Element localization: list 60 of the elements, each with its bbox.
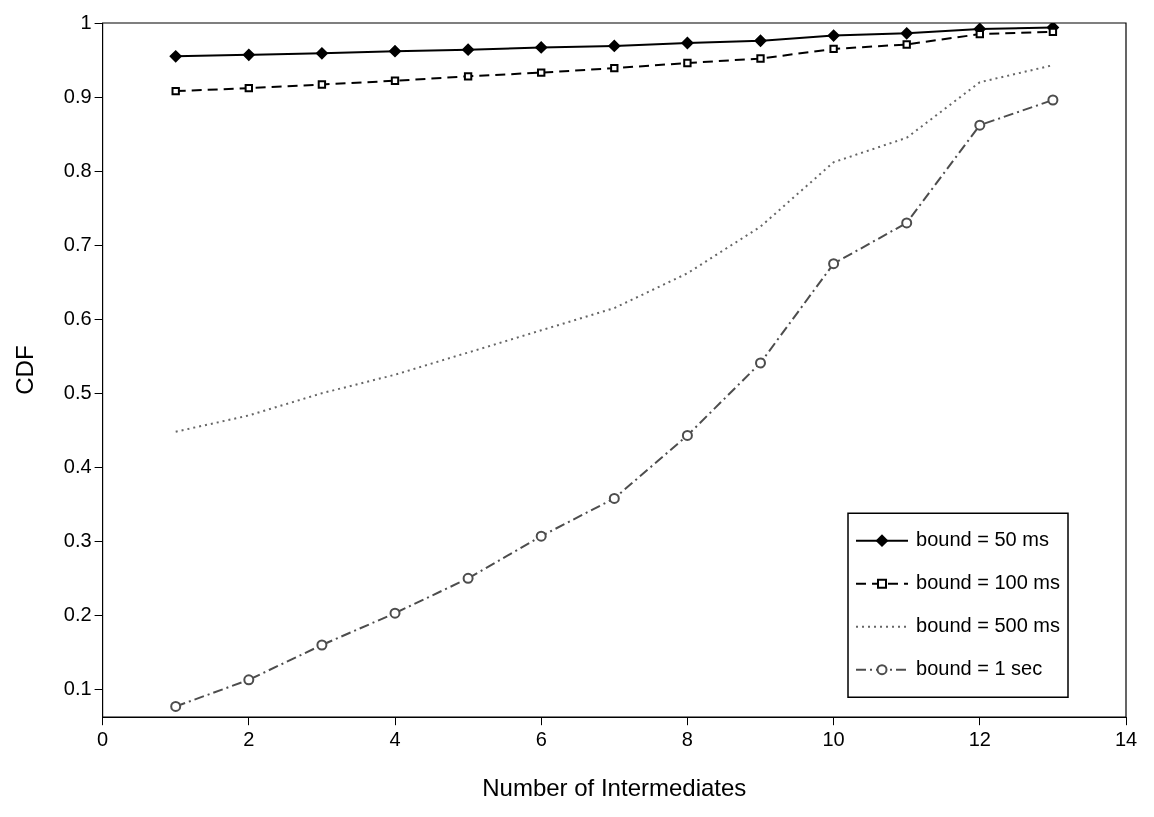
point (610, 63, 619, 73)
y-tick-label: 0.6 (63, 306, 92, 329)
y-tick-label: 0.1 (63, 676, 92, 699)
x-tick-label: 2 (243, 727, 255, 750)
y-tick-label: 0.5 (63, 380, 92, 403)
y-tick-label: 0.2 (63, 602, 92, 625)
point (243, 674, 255, 686)
point (244, 83, 253, 93)
point (683, 58, 692, 68)
point (829, 44, 838, 54)
point (755, 357, 766, 369)
point (316, 639, 328, 651)
point (681, 429, 693, 441)
point (901, 217, 913, 229)
point (315, 47, 328, 60)
legend-label: bound = 500 ms (916, 614, 1061, 637)
y-axis-title: CDF (11, 345, 39, 395)
point (902, 40, 911, 49)
point (681, 36, 694, 49)
point (170, 700, 182, 712)
point (390, 76, 400, 85)
point (900, 27, 913, 40)
x-tick-label: 10 (822, 727, 845, 750)
point (975, 29, 984, 39)
point (389, 607, 401, 619)
point (462, 572, 474, 584)
y-tick-label: 0.4 (63, 454, 92, 477)
point (463, 72, 473, 81)
point (1047, 94, 1059, 106)
point (317, 80, 327, 89)
point (756, 54, 765, 63)
x-tick-label: 12 (968, 727, 991, 750)
point (169, 50, 182, 63)
y-tick-label: 0.7 (63, 232, 92, 255)
x-tick-label: 14 (1114, 727, 1138, 750)
point (827, 29, 840, 42)
x-tick-label: 4 (389, 727, 401, 750)
legend-label: bound = 100 ms (916, 571, 1061, 594)
point (242, 48, 255, 61)
y-tick-label: 0.9 (63, 84, 92, 107)
point (535, 530, 547, 542)
point (171, 86, 180, 96)
point (608, 39, 621, 52)
point (828, 258, 840, 270)
x-tick-label: 6 (535, 727, 547, 750)
point (974, 119, 986, 131)
x-tick-label: 8 (681, 727, 693, 750)
x-axis-title: Number of Intermediates (482, 774, 747, 802)
point (537, 68, 546, 77)
legend-label: bound = 1 sec (916, 657, 1043, 680)
point (608, 492, 620, 504)
point (754, 34, 767, 47)
point (389, 45, 401, 58)
y-tick-label: 1 (80, 10, 92, 33)
x-tick-label: 0 (97, 727, 109, 750)
y-tick-label: 0.3 (63, 528, 92, 551)
y-tick-label: 0.8 (63, 158, 92, 181)
legend-label: bound = 50 ms (916, 528, 1049, 551)
point (535, 41, 548, 54)
point (462, 43, 475, 56)
